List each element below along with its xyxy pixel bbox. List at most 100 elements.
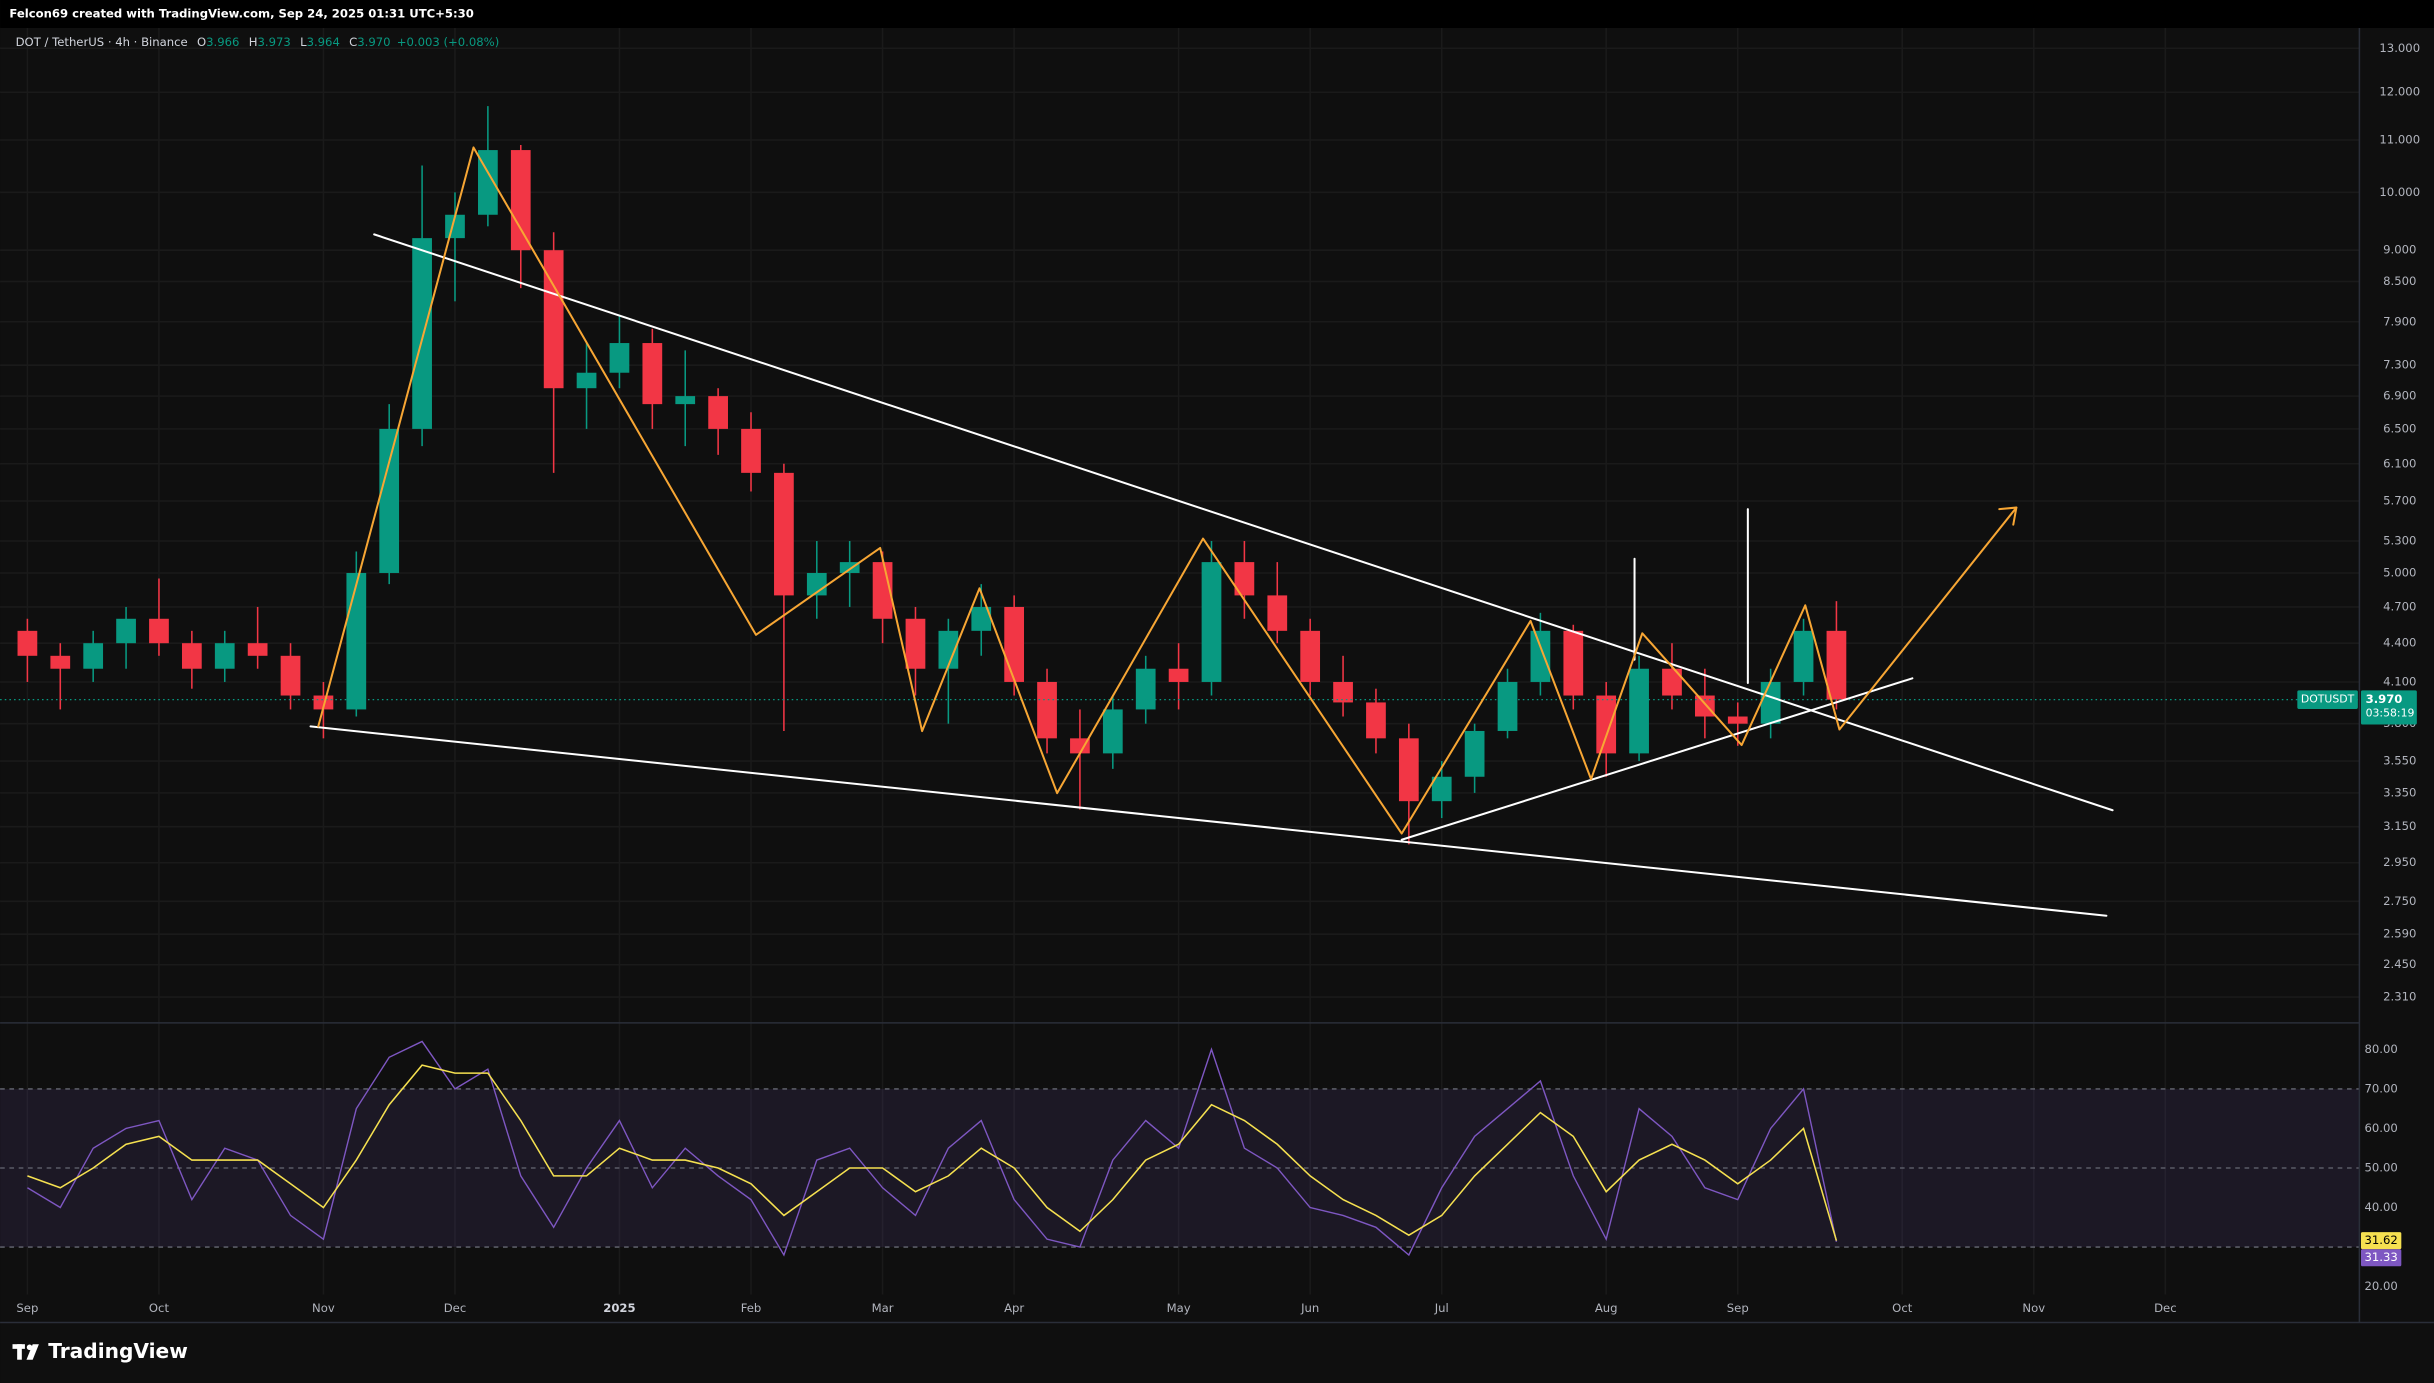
candle-body	[1431, 776, 1452, 802]
header-bar	[0, 0, 2434, 28]
y-tick-label: 40.00	[2365, 1200, 2398, 1214]
x-tick-label: Nov	[2022, 1301, 2045, 1315]
candle-body	[1333, 681, 1353, 703]
brand-name: TradingView	[48, 1339, 188, 1363]
legend-item: DOT / TetherUS · 4h · Binance	[16, 34, 188, 48]
x-tick-label: 2025	[603, 1301, 635, 1315]
candle-body	[1168, 668, 1189, 682]
legend-item: O	[197, 34, 206, 48]
rsi-pane	[0, 1040, 2360, 1257]
rsi-ma-line	[27, 1064, 1838, 1241]
candle-body	[1727, 716, 1748, 724]
candle-body	[1793, 630, 1814, 682]
candle-body	[741, 428, 761, 473]
y-tick-label: 80.00	[2365, 1042, 2398, 1056]
candle-body	[1102, 709, 1123, 754]
y-tick-label: 4.100	[2383, 674, 2416, 688]
symbol-label: DOTUSDT	[2301, 693, 2355, 706]
legend-item: 3.973	[257, 34, 290, 48]
y-tick-label: 7.900	[2383, 314, 2416, 328]
candle-body	[1070, 738, 1090, 754]
legend-item: H	[249, 34, 258, 48]
candle-body	[1004, 606, 1025, 682]
y-tick-label: 70.00	[2365, 1081, 2398, 1095]
candle-body	[839, 562, 860, 573]
y-tick-label: 7.300	[2383, 358, 2416, 372]
candle-body	[1826, 630, 1847, 700]
drawings	[309, 146, 2114, 917]
candle-body	[346, 572, 367, 710]
candle-body	[50, 655, 71, 669]
x-tick-label: Oct	[149, 1301, 170, 1315]
candle-body	[17, 630, 38, 656]
candle-body	[1629, 668, 1649, 754]
candles	[0, 106, 2360, 845]
y-tick-label: 6.900	[2383, 389, 2416, 403]
end-label: 31.33	[2365, 1250, 2398, 1264]
candle-body	[181, 643, 202, 669]
countdown-label: 03:58:19	[2366, 707, 2415, 720]
candle-body	[1695, 695, 1715, 717]
candle-body	[83, 643, 104, 669]
x-tick-label: Nov	[312, 1301, 335, 1315]
legend-item: 3.966	[206, 34, 239, 48]
y-tick-label: 6.500	[2383, 421, 2416, 435]
candle-body	[675, 396, 696, 405]
y-tick-label: 4.700	[2383, 599, 2416, 613]
trend-line	[1400, 677, 1914, 841]
candle-body	[1201, 562, 1222, 682]
x-tick-label: Sep	[16, 1301, 38, 1315]
end-label-box	[2360, 1232, 2402, 1250]
candle-body	[149, 618, 169, 644]
y-tick-label: 11.000	[2379, 132, 2420, 146]
x-tick-label: Apr	[1004, 1301, 1024, 1315]
candle-body	[280, 655, 301, 696]
candle-body	[1497, 681, 1518, 731]
y-tick-label: 3.350	[2383, 785, 2416, 799]
y-tick-label: 2.450	[2383, 957, 2416, 971]
candle-body	[1530, 630, 1551, 682]
candle-body	[543, 250, 564, 389]
y-tick-label: 12.000	[2379, 85, 2420, 99]
candle-body	[478, 150, 498, 215]
end-label-box	[2360, 1249, 2402, 1267]
candle-body	[214, 643, 235, 669]
y-tick-label: 50.00	[2365, 1160, 2398, 1174]
logo-part	[17, 1344, 22, 1360]
y-tick-label: 2.310	[2383, 990, 2416, 1004]
y-tick-label: 5.000	[2383, 565, 2416, 579]
candle-body	[1366, 702, 1386, 739]
candle-body	[1563, 630, 1584, 696]
legend: DOT / TetherUS · 4h · Binance O3.966 H3.97…	[16, 34, 500, 48]
x-tick-label: Sep	[1727, 1301, 1749, 1315]
axes: 13.000 12.000 11.000 10.000 9.000 8.500 7.900 7…	[16, 41, 2420, 1315]
y-tick-label: 4.400	[2383, 636, 2416, 650]
x-tick-label: May	[1167, 1301, 1191, 1315]
candle-body	[1662, 668, 1682, 696]
brand: TradingView	[12, 1339, 188, 1363]
candle-body	[247, 643, 268, 656]
candle-body	[1464, 730, 1485, 777]
candle-body	[1398, 738, 1419, 802]
zigzag-projection	[317, 146, 2018, 835]
legend-item: +0.003 (+0.08%)	[397, 34, 499, 48]
candle-body	[313, 695, 334, 710]
y-tick-label: 2.590	[2383, 927, 2416, 941]
candle-body	[1234, 562, 1255, 596]
candle-body	[1596, 695, 1617, 754]
candle-body	[576, 372, 597, 389]
candle-body	[116, 618, 136, 644]
candle-body	[971, 606, 992, 631]
candle-body	[938, 630, 959, 669]
x-tick-label: Oct	[1892, 1301, 1913, 1315]
x-tick-label: Dec	[2154, 1301, 2176, 1315]
candle-body	[412, 238, 432, 429]
y-tick-label: 5.700	[2383, 494, 2416, 508]
y-tick-label: 3.150	[2383, 819, 2416, 833]
y-tick-label: 10.000	[2379, 185, 2420, 199]
candle-body	[905, 618, 926, 669]
x-tick-label: Jun	[1300, 1301, 1319, 1315]
candle-body	[510, 150, 531, 251]
y-tick-label: 20.00	[2365, 1279, 2398, 1293]
